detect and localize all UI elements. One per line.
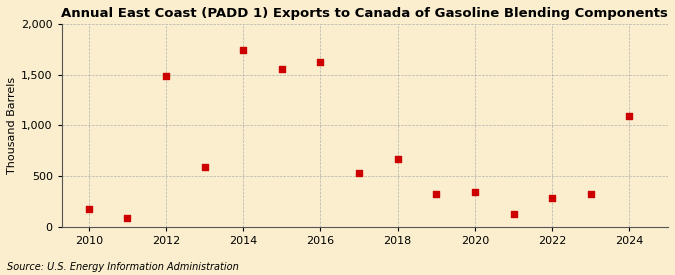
Point — [277, 66, 288, 71]
Point — [84, 207, 95, 211]
Point — [431, 191, 441, 196]
Point — [624, 114, 635, 119]
Title: Annual East Coast (PADD 1) Exports to Canada of Gasoline Blending Components: Annual East Coast (PADD 1) Exports to Ca… — [61, 7, 668, 20]
Point — [354, 171, 364, 175]
Point — [547, 195, 558, 200]
Point — [199, 165, 210, 169]
Y-axis label: Thousand Barrels: Thousand Barrels — [7, 77, 17, 174]
Point — [161, 73, 171, 78]
Point — [315, 60, 326, 65]
Text: Source: U.S. Energy Information Administration: Source: U.S. Energy Information Administ… — [7, 262, 238, 272]
Point — [392, 157, 403, 161]
Point — [122, 216, 133, 220]
Point — [470, 190, 481, 195]
Point — [238, 48, 248, 53]
Point — [585, 191, 596, 196]
Point — [508, 212, 519, 216]
